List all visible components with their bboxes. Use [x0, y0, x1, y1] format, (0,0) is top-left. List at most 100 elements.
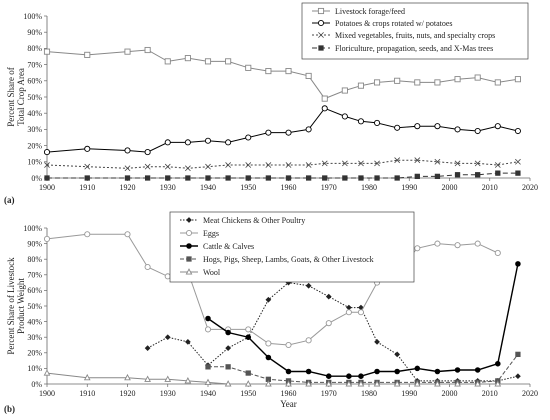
y-tick-label: 50%: [27, 302, 42, 311]
legend-entry-0: Livestock forage/feed: [312, 7, 405, 16]
series-0-point-18: [434, 79, 441, 86]
series-2-point-7: [346, 373, 352, 379]
legend-box: [301, 2, 529, 60]
y-tick-label: 90%: [27, 239, 42, 248]
x-tick-label: 1920: [120, 389, 136, 398]
series-3-point-19: [454, 172, 461, 178]
series-1-point-19: [454, 242, 461, 249]
series-2-point-16-stroke-b: [394, 157, 401, 164]
x-tick-label: 1960: [281, 183, 297, 192]
series-0-point-19: [454, 76, 461, 83]
series-0-point-4: [164, 58, 171, 65]
series-2-point-17: [414, 157, 421, 164]
x-tick-label: 1910: [79, 183, 95, 192]
series-0-point-3: [144, 46, 151, 54]
series-2-point-0: [44, 162, 50, 168]
series-4-point-18: [434, 380, 441, 387]
series-1-point-21: [494, 123, 501, 130]
series-line-4: [46, 372, 498, 385]
y-tick-label: 80%: [27, 44, 42, 53]
x-tick-label: 1970: [321, 183, 337, 192]
series-1-point-0: [43, 149, 51, 156]
series-1: [43, 105, 521, 156]
series-1-point-7: [225, 139, 232, 146]
series-4-point-13: [345, 380, 353, 387]
legend-swatch-marker-2-point-0-stroke-b: [318, 32, 324, 38]
legend-label: Eggs: [203, 229, 219, 238]
legend-swatch-marker-1-point-0: [317, 19, 325, 27]
series-3-point-2: [124, 175, 131, 181]
x-tick-label: 2000: [442, 389, 458, 398]
series-2-point-18: [434, 158, 441, 165]
x-tick-label: 1980: [361, 183, 377, 192]
legend-label: Floriculture, propagation, seeds, and X-…: [335, 44, 493, 53]
series-3-point-12: [322, 175, 328, 181]
series-0-point-9: [325, 293, 332, 300]
y-tick-label: 80%: [27, 255, 42, 264]
series-2-point-1: [225, 329, 231, 336]
series-3-point-8: [245, 175, 251, 181]
y-tick-label: 60%: [27, 77, 42, 86]
series-1-point-18: [434, 123, 441, 130]
series-3-point-21: [495, 170, 501, 176]
series-2-point-2: [124, 165, 131, 172]
series-0-point-10: [285, 68, 292, 75]
series-2-point-1-stroke-b: [84, 163, 91, 170]
legend-label: Mixed vegetables, fruits, nuts, and spec…: [335, 31, 495, 40]
series-3-point-13: [342, 175, 348, 181]
series-1-point-3: [144, 149, 151, 156]
series-0-point-21: [494, 79, 501, 86]
series-4-point-3: [144, 375, 151, 382]
x-tick-label: 1950: [240, 389, 256, 398]
series-1-point-20: [474, 240, 481, 247]
series-3: [44, 170, 521, 181]
series-0-point-1: [164, 334, 171, 341]
y-axis-label-line-1: Percent Share of: [6, 67, 16, 126]
series-2-point-15: [495, 360, 501, 367]
legend-label: Potatoes & crops rotated w/ potatoes: [335, 19, 453, 28]
series-1-point-5: [184, 139, 191, 146]
series-2-point-10-stroke-b: [285, 162, 292, 168]
series-3-point-15: [374, 175, 380, 181]
series-0-point-2: [185, 339, 191, 345]
y-axis-label: Percent Share of LivestockProduct Weight: [6, 257, 26, 355]
series-2-point-4: [164, 163, 171, 170]
legend-swatch-marker-1-point-0: [185, 229, 193, 237]
series-0-point-4: [225, 345, 231, 351]
series-1: [43, 231, 501, 349]
y-tick-label: 100%: [23, 224, 42, 233]
series-2-point-14: [474, 367, 481, 373]
series-0-point-8: [305, 282, 312, 289]
series-1-point-1: [84, 231, 91, 238]
legend-entry-1: Potatoes & crops rotated w/ potatoes: [312, 19, 453, 28]
x-tick-label: 1970: [321, 389, 337, 398]
series-3-point-10: [285, 175, 292, 181]
legend-swatch-marker-2-point-0: [318, 32, 324, 38]
legend-swatch-marker-4-point-0: [185, 268, 193, 275]
series-4-point-17: [413, 380, 421, 387]
y-tick-label: 30%: [27, 333, 42, 342]
legend-entry-4: Wool: [180, 268, 221, 277]
series-1-point-13: [345, 309, 352, 316]
series-2-point-4-stroke-b: [164, 163, 171, 170]
series-0-point-12: [321, 95, 328, 102]
series-1-point-12: [321, 105, 328, 112]
series-2-point-1: [84, 163, 91, 170]
series-2-point-13: [454, 367, 461, 373]
series-line-3: [208, 354, 519, 383]
y-tick-label: 70%: [27, 271, 42, 280]
series-0-point-12: [374, 339, 380, 345]
series-3-point-16: [515, 351, 521, 357]
series-4-point-15: [373, 380, 381, 387]
series-1-point-13: [341, 113, 348, 120]
series-1-point-19: [454, 126, 461, 133]
legend-entry-1: Eggs: [180, 229, 219, 238]
legend-swatch-marker-2-point-0: [186, 243, 192, 249]
series-2-point-2: [245, 334, 252, 340]
x-tick-label: 2000: [442, 183, 458, 192]
series-4: [43, 369, 502, 387]
x-tick-label: 1920: [120, 183, 136, 192]
series-2-point-17-stroke-b: [414, 157, 421, 164]
series-4-point-10: [285, 380, 292, 387]
series-1-point-6: [204, 326, 212, 333]
